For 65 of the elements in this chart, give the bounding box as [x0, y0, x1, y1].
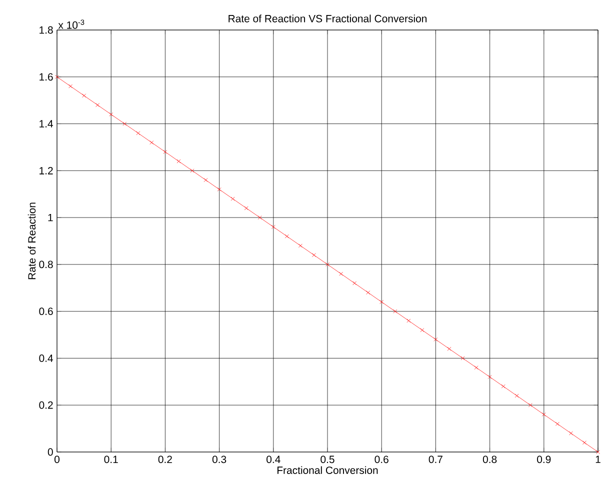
y-tick-label: 1.2 [40, 167, 53, 174]
point [528, 403, 532, 408]
point [204, 178, 208, 182]
point [230, 196, 235, 201]
point [420, 328, 424, 332]
x-tick-label: 0.6 [374, 456, 388, 464]
y-tick-label: 1 [48, 214, 53, 222]
point [434, 338, 438, 342]
y-axis-title: Rate of Reaction [28, 202, 36, 280]
point [244, 206, 248, 210]
point [542, 412, 546, 416]
point [109, 112, 114, 116]
point [393, 309, 398, 314]
point [474, 366, 478, 370]
y-tick-label: 0.8 [39, 260, 53, 268]
point [163, 150, 168, 154]
x-tick-label: 0.9 [537, 456, 551, 464]
point [380, 300, 384, 304]
point [258, 216, 262, 220]
x-tick-label: 0.8 [482, 456, 497, 464]
point [460, 356, 465, 360]
x-axis-title: Fractional Conversion [277, 466, 378, 474]
x-tick-label: 1 [596, 456, 600, 463]
point [366, 290, 370, 295]
point [122, 122, 127, 126]
x-tick-label: 0.5 [320, 456, 334, 464]
point [339, 272, 343, 276]
point [488, 375, 492, 379]
point [150, 140, 154, 144]
chart-title: Rate of Reaction VS Fractional Conversion [228, 14, 427, 22]
point [55, 74, 59, 79]
y-tick-label: 1.6 [40, 73, 53, 81]
point [217, 187, 222, 192]
y-tick-label: 1.8 [40, 26, 53, 34]
point [82, 94, 86, 98]
point [298, 244, 302, 248]
point [271, 224, 276, 229]
y-tick-label: 0 [48, 448, 53, 456]
x-tick-label: 0.3 [212, 456, 226, 464]
point [447, 346, 452, 351]
x-tick-label: 0 [54, 456, 60, 464]
point [352, 281, 357, 286]
point [68, 84, 72, 88]
point [326, 262, 330, 266]
y-tick-label: 1.4 [40, 120, 53, 128]
point [176, 159, 181, 164]
x-tick-label: 0.4 [266, 456, 280, 464]
point [568, 431, 573, 436]
y-tick-label: 0.2 [39, 401, 53, 409]
point [190, 168, 194, 173]
point [96, 103, 100, 107]
x-tick-label: 0.7 [428, 456, 442, 464]
point [406, 318, 411, 323]
point [284, 234, 289, 238]
point [555, 422, 560, 426]
point [312, 253, 316, 258]
point [514, 394, 519, 398]
y-tick-label: 0.6 [39, 308, 53, 316]
text: x 10$^{-3}$ [58, 20, 84, 29]
y-tick-label: 0.4 [39, 354, 53, 362]
point [582, 440, 586, 445]
x-tick-label: 0.2 [158, 456, 172, 464]
point [136, 131, 140, 136]
point [501, 384, 506, 388]
x-tick-label: 0.1 [104, 456, 118, 464]
